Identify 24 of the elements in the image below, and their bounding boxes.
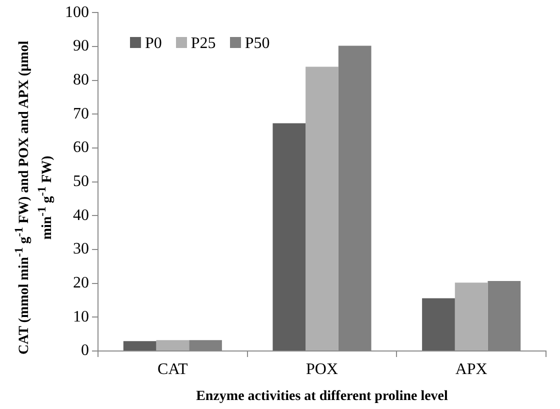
y-tick-label: 30: [73, 240, 89, 258]
x-tick-label: APX: [455, 360, 488, 378]
legend-label: P25: [190, 34, 216, 53]
legend-label: P0: [144, 34, 162, 53]
bar: [272, 123, 306, 350]
y-tick-label: 90: [73, 38, 89, 55]
y-tick-label: 60: [73, 139, 89, 156]
x-tick-label: POX: [306, 360, 338, 378]
y-tick-label: 20: [73, 274, 89, 292]
y-tick-label: 0: [81, 342, 89, 360]
y-tick-label: 40: [73, 206, 89, 224]
bar: [156, 340, 190, 350]
x-axis-title: Enzyme activities at different proline level: [196, 389, 448, 404]
y-tick-label: 10: [73, 308, 89, 326]
y-tick-label: 80: [73, 71, 89, 88]
y-tick-label: 70: [73, 105, 89, 122]
bar: [454, 282, 488, 350]
y-tick-label: 100: [65, 4, 89, 21]
y-tick-label: 50: [73, 173, 89, 190]
bar: [306, 66, 338, 350]
bar: [422, 298, 455, 350]
x-tick-label: CAT: [158, 360, 188, 378]
legend-label: P50: [244, 34, 270, 53]
bar: [123, 341, 156, 350]
